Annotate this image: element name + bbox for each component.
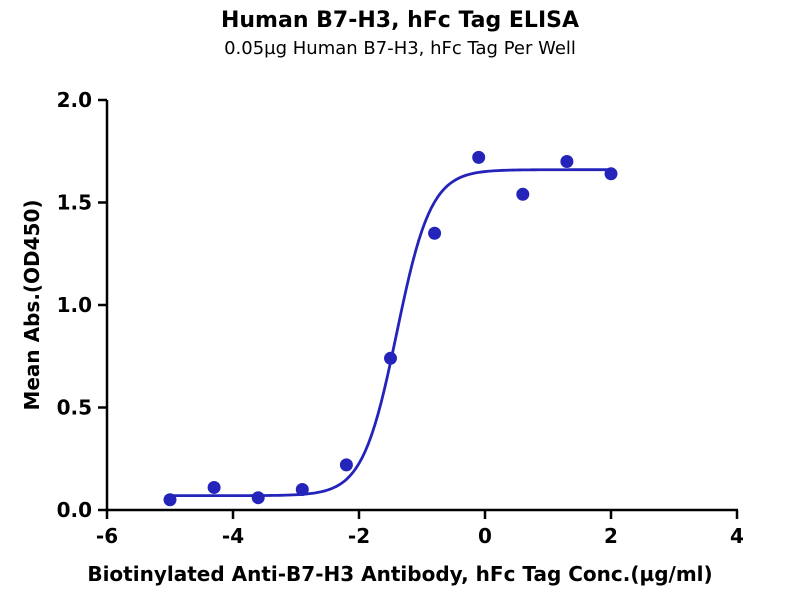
chart-subtitle: 0.05µg Human B7-H3, hFc Tag Per Well — [224, 38, 576, 59]
x-tick-label: 0 — [478, 524, 492, 548]
data-point — [295, 483, 309, 496]
y-tick-label: 2.0 — [57, 88, 92, 112]
data-point — [472, 150, 486, 164]
data-point — [207, 480, 221, 494]
x-tick-label: 4 — [730, 524, 744, 548]
data-point — [384, 351, 397, 365]
fit-curve — [168, 168, 613, 498]
chart-title: Human B7-H3, hFc Tag ELISA — [220, 8, 580, 33]
data-point — [251, 491, 265, 505]
data-point — [428, 226, 442, 240]
data-point — [516, 187, 530, 201]
data-point — [339, 458, 353, 472]
y-tick-label: 1.0 — [57, 293, 92, 317]
x-tick-label: -4 — [222, 524, 244, 548]
x-axis-label: Biotinylated Anti-B7-H3 Antibody, hFc Ta… — [87, 562, 713, 586]
data-point — [604, 167, 618, 181]
y-tick-label: 0.5 — [57, 396, 92, 420]
x-tick-label: 2 — [604, 524, 618, 548]
data-point — [163, 493, 177, 507]
y-tick-label: 1.5 — [57, 191, 92, 215]
y-tick-label: 0.0 — [57, 498, 92, 522]
data-point — [560, 155, 574, 168]
x-tick-label: -6 — [96, 524, 118, 548]
x-tick-label: -2 — [348, 524, 370, 548]
